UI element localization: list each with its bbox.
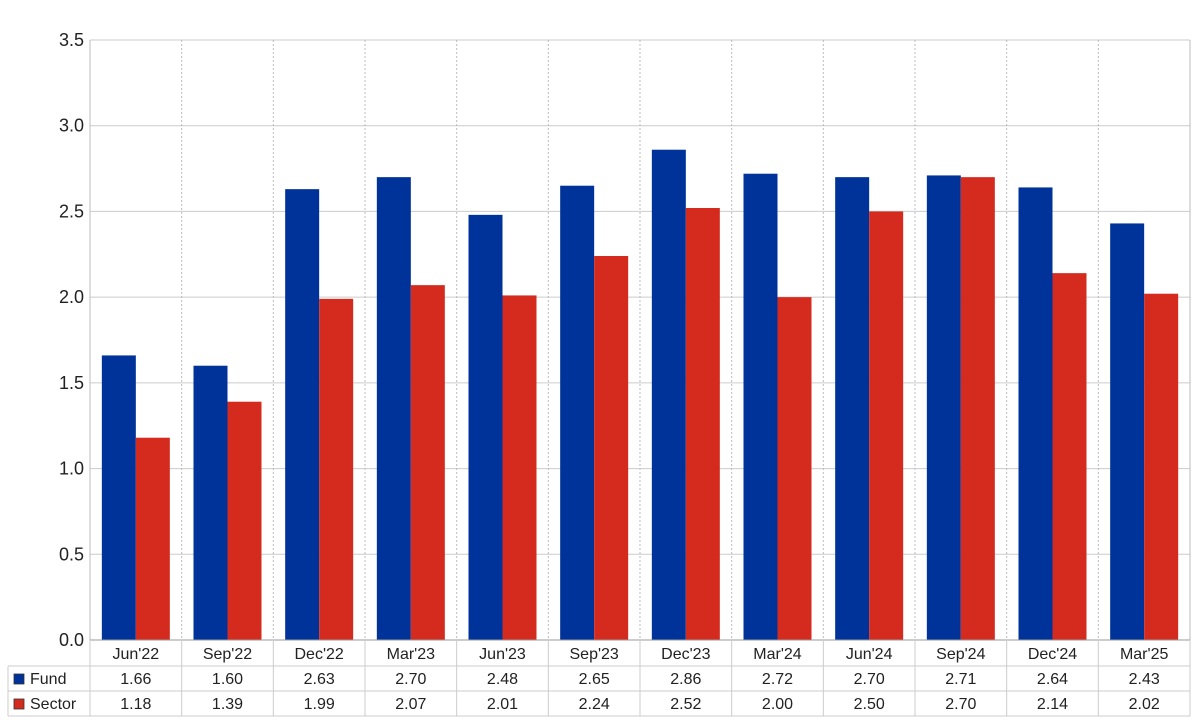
x-tick-label: Sep'22 — [203, 646, 252, 663]
y-tick-label: 3.0 — [59, 116, 84, 136]
bar-fund — [468, 214, 503, 640]
x-tick-label: Sep'24 — [936, 646, 985, 663]
data-label: 2.01 — [487, 696, 518, 713]
bar-sector — [869, 211, 904, 640]
bar-sector — [502, 295, 537, 640]
data-label: 2.14 — [1037, 696, 1068, 713]
x-tick-label: Dec'24 — [1028, 646, 1077, 663]
bar-fund — [743, 173, 778, 640]
legend-swatch-fund — [13, 673, 25, 685]
y-tick-label: 1.5 — [59, 373, 84, 393]
x-tick-label: Jun'22 — [113, 646, 160, 663]
bar-fund — [560, 185, 595, 640]
data-label: 2.48 — [487, 671, 518, 688]
bar-sector — [1052, 273, 1087, 640]
legend-swatch-sector — [13, 698, 25, 710]
bar-sector — [410, 285, 445, 640]
bar-fund — [835, 177, 870, 640]
data-label: 2.07 — [395, 696, 426, 713]
y-tick-label: 0.5 — [59, 544, 84, 564]
bar-fund — [1018, 187, 1053, 640]
bar-fund — [101, 355, 136, 640]
data-label: 2.50 — [854, 696, 885, 713]
data-label: 1.18 — [120, 696, 151, 713]
bar-sector — [1144, 293, 1179, 640]
y-tick-label: 1.0 — [59, 459, 84, 479]
data-label: 1.99 — [304, 696, 335, 713]
bars-layer — [101, 149, 1179, 640]
bar-fund — [1110, 223, 1145, 640]
x-tick-label: Jun'24 — [846, 646, 893, 663]
data-label: 2.63 — [304, 671, 335, 688]
y-tick-label: 2.0 — [59, 287, 84, 307]
bar-fund — [926, 175, 961, 640]
bar-fund — [376, 177, 411, 640]
bar-sector — [319, 298, 354, 640]
legend-label: Fund — [30, 671, 66, 688]
data-label: 2.00 — [762, 696, 793, 713]
bar-sector — [685, 208, 720, 640]
grid-layer — [89, 39, 1191, 641]
data-label: 2.24 — [579, 696, 610, 713]
x-tick-label: Mar'24 — [753, 646, 802, 663]
data-label: 1.66 — [120, 671, 151, 688]
bar-fund — [285, 189, 320, 640]
y-tick-label: 2.5 — [59, 201, 84, 221]
data-label: 1.39 — [212, 696, 243, 713]
data-label: 2.70 — [854, 671, 885, 688]
bar-fund — [193, 365, 228, 640]
data-label: 2.64 — [1037, 671, 1068, 688]
bar-sector — [777, 297, 812, 640]
x-tick-label: Sep'23 — [570, 646, 619, 663]
bar-sector — [594, 256, 629, 640]
x-tick-label: Mar'23 — [387, 646, 436, 663]
bar-fund — [651, 149, 686, 640]
x-tick-label: Mar'25 — [1120, 646, 1169, 663]
y-tick-label: 3.5 — [59, 30, 84, 50]
data-label: 2.52 — [670, 696, 701, 713]
data-label: 2.72 — [762, 671, 793, 688]
data-table: Jun'22 Sep'22 Dec'22 Mar'23 Jun'23 Sep'23 Dec'… — [7, 640, 1191, 717]
bar-sector — [960, 177, 995, 640]
data-label: 2.70 — [945, 696, 976, 713]
y-tick-label: 0.0 — [59, 630, 84, 650]
data-label: 2.71 — [945, 671, 976, 688]
data-label: 1.60 — [212, 671, 243, 688]
data-label: 2.65 — [579, 671, 610, 688]
data-label: 2.02 — [1129, 696, 1160, 713]
legend-label: Sector — [30, 696, 77, 713]
x-tick-label: Dec'22 — [295, 646, 344, 663]
bar-sector — [227, 401, 262, 640]
x-tick-label: Jun'23 — [479, 646, 526, 663]
x-tick-label: Dec'23 — [661, 646, 710, 663]
data-label: 2.86 — [670, 671, 701, 688]
data-label: 2.70 — [395, 671, 426, 688]
bar-sector — [135, 437, 170, 640]
data-label: 2.43 — [1129, 671, 1160, 688]
